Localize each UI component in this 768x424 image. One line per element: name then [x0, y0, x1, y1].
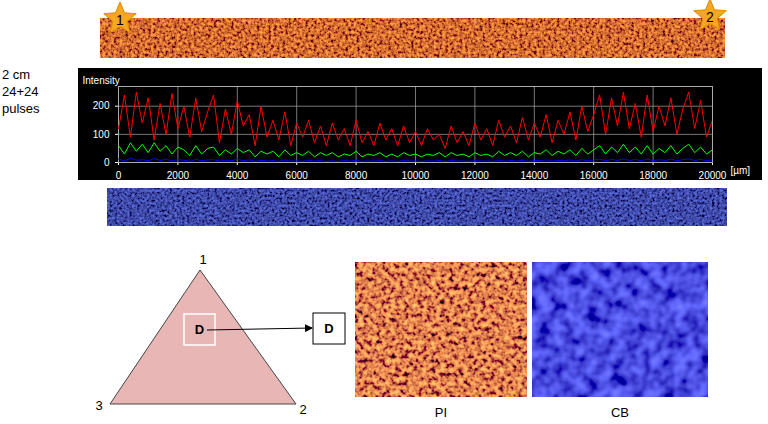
svg-text:200: 200	[93, 100, 110, 111]
svg-text:2: 2	[299, 402, 306, 417]
svg-text:16000: 16000	[580, 170, 608, 181]
svg-text:0: 0	[116, 170, 122, 181]
svg-text:2: 2	[706, 9, 714, 25]
svg-text:Intensity: Intensity	[83, 75, 120, 86]
svg-text:[µm]: [µm]	[731, 165, 751, 176]
svg-text:0: 0	[104, 157, 110, 168]
svg-text:PI: PI	[435, 405, 447, 420]
svg-text:20000: 20000	[699, 170, 727, 181]
html-text:2 cm: 2 cm	[2, 67, 31, 82]
svg-text:1: 1	[116, 12, 124, 28]
svg-text:CB: CB	[611, 405, 629, 420]
html-text:pulses: pulses	[2, 101, 40, 116]
svg-text:3: 3	[95, 398, 102, 413]
svg-text:8000: 8000	[345, 170, 368, 181]
html-text:24+24: 24+24	[2, 84, 39, 99]
svg-text:12000: 12000	[461, 170, 489, 181]
svg-text:D: D	[195, 322, 204, 337]
svg-text:18000: 18000	[639, 170, 667, 181]
svg-text:4000: 4000	[226, 170, 249, 181]
svg-text:14000: 14000	[520, 170, 548, 181]
svg-text:1: 1	[199, 252, 206, 267]
svg-text:2000: 2000	[167, 170, 190, 181]
svg-text:10000: 10000	[402, 170, 430, 181]
svg-text:100: 100	[93, 129, 110, 140]
svg-text:6000: 6000	[286, 170, 309, 181]
svg-text:D: D	[324, 321, 333, 336]
